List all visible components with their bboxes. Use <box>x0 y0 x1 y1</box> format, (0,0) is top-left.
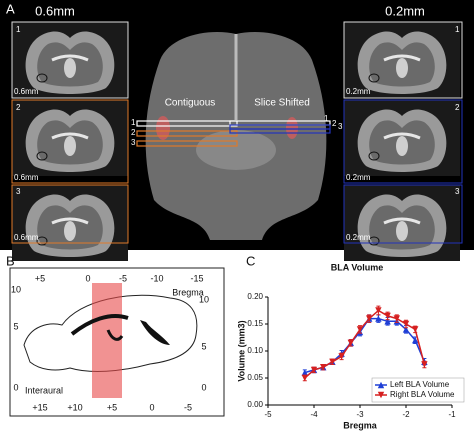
scale-label: 0 <box>149 402 154 412</box>
y-axis-label: Volume (mm3) <box>236 320 246 381</box>
scale-label: -5 <box>184 402 192 412</box>
data-point <box>356 326 364 333</box>
interaural-label: Interaural <box>25 385 63 395</box>
slice-number: 3 <box>16 187 21 196</box>
scale-label: +15 <box>32 402 47 412</box>
legend-box <box>371 377 465 403</box>
scale-label: 10 <box>199 294 209 304</box>
slice-number: 2 <box>455 103 460 112</box>
brain-outline <box>23 283 198 398</box>
y-tick-label: 0.05 <box>247 373 263 382</box>
data-point <box>384 312 391 320</box>
legend-label: Left BLA Volume <box>390 380 450 389</box>
scale-label: +5 <box>107 402 117 412</box>
left-title: 0.6mm <box>35 3 75 18</box>
left-slice: 1 0.6mm <box>10 20 130 100</box>
x-tick-label: -4 <box>310 410 318 419</box>
guide-number: 1 <box>131 118 136 127</box>
data-point <box>412 337 419 344</box>
center-label: Slice Shifted <box>254 98 310 109</box>
right-slice: 3 0.2mm <box>342 183 463 263</box>
data-point <box>301 374 308 382</box>
x-tick-label: -3 <box>356 410 364 419</box>
data-point <box>366 315 373 322</box>
data-point <box>347 339 354 347</box>
scale-label: 5 <box>13 321 18 331</box>
x-axis-label: Bregma <box>343 420 378 430</box>
data-point <box>402 320 410 328</box>
y-tick-label: 0.00 <box>247 400 263 409</box>
data-point <box>301 369 308 376</box>
panel-letter: B <box>6 253 15 268</box>
chart: C BLA Volume Bregma Volume (mm3) 0.00 0.0… <box>236 253 465 430</box>
panel-letter: A <box>6 1 15 16</box>
right-title: 0.2mm <box>385 3 425 18</box>
guide-number: 2 <box>131 128 136 137</box>
scale-label: 0 <box>85 273 90 283</box>
data-point <box>329 358 336 365</box>
scale-label: +10 <box>67 402 82 412</box>
scale-label: -5 <box>119 273 127 283</box>
slice-number: 3 <box>455 187 460 196</box>
x-tick-label: -2 <box>402 410 410 419</box>
guide-number: 3 <box>131 138 136 147</box>
data-point <box>310 366 318 374</box>
slice-number: 1 <box>455 25 460 34</box>
slice-thickness: 0.6mm <box>14 173 39 182</box>
data-point <box>421 361 428 368</box>
guide-number: 1 <box>324 114 329 123</box>
data-point <box>320 364 327 371</box>
data-point <box>375 315 382 322</box>
data-point <box>375 307 382 314</box>
slice-thickness: 0.2mm <box>346 87 371 96</box>
y-tick-label: 0.15 <box>247 319 263 328</box>
slice-thickness: 0.2mm <box>346 233 371 242</box>
x-tick-label: -5 <box>264 410 272 419</box>
data-point <box>377 391 385 399</box>
x-tick-label: -1 <box>448 410 456 419</box>
slice-guides <box>136 120 331 147</box>
right-slice: 2 0.2mm <box>342 98 463 184</box>
data-point <box>377 381 385 389</box>
slice-number: 2 <box>16 103 21 112</box>
data-point <box>402 326 410 333</box>
scale-label: 5 <box>201 341 206 351</box>
left-slice: 3 0.6mm <box>10 183 130 263</box>
guide-number: 3 <box>338 122 343 131</box>
slice-thickness: 0.6mm <box>14 233 39 242</box>
guide-number: 2 <box>332 119 337 128</box>
right-slice: 1 0.2mm <box>342 20 463 100</box>
slice-thickness: 0.6mm <box>14 87 39 96</box>
scale-label: 10 <box>11 284 21 294</box>
y-tick-label: 0.20 <box>247 292 263 301</box>
scale-label: -10 <box>150 273 163 283</box>
slice-number: 1 <box>16 25 21 34</box>
scale-label: -15 <box>190 273 203 283</box>
data-point <box>338 353 345 360</box>
y-tick-label: 0.10 <box>247 346 263 355</box>
bregma-label: Bregma <box>172 287 204 297</box>
panel-letter: C <box>246 253 255 268</box>
scale-label: 0 <box>201 382 206 392</box>
center-label: Contiguous <box>165 98 216 109</box>
chart-title: BLA Volume <box>331 262 384 272</box>
data-point <box>384 318 391 325</box>
data-point <box>393 315 400 322</box>
left-slice: 2 0.6mm <box>10 98 130 184</box>
slice-thickness: 0.2mm <box>346 173 371 182</box>
data-point <box>412 326 419 333</box>
scale-label: 0 <box>13 382 18 392</box>
scale-label: +5 <box>35 273 45 283</box>
legend-label: Right BLA Volume <box>390 390 455 399</box>
